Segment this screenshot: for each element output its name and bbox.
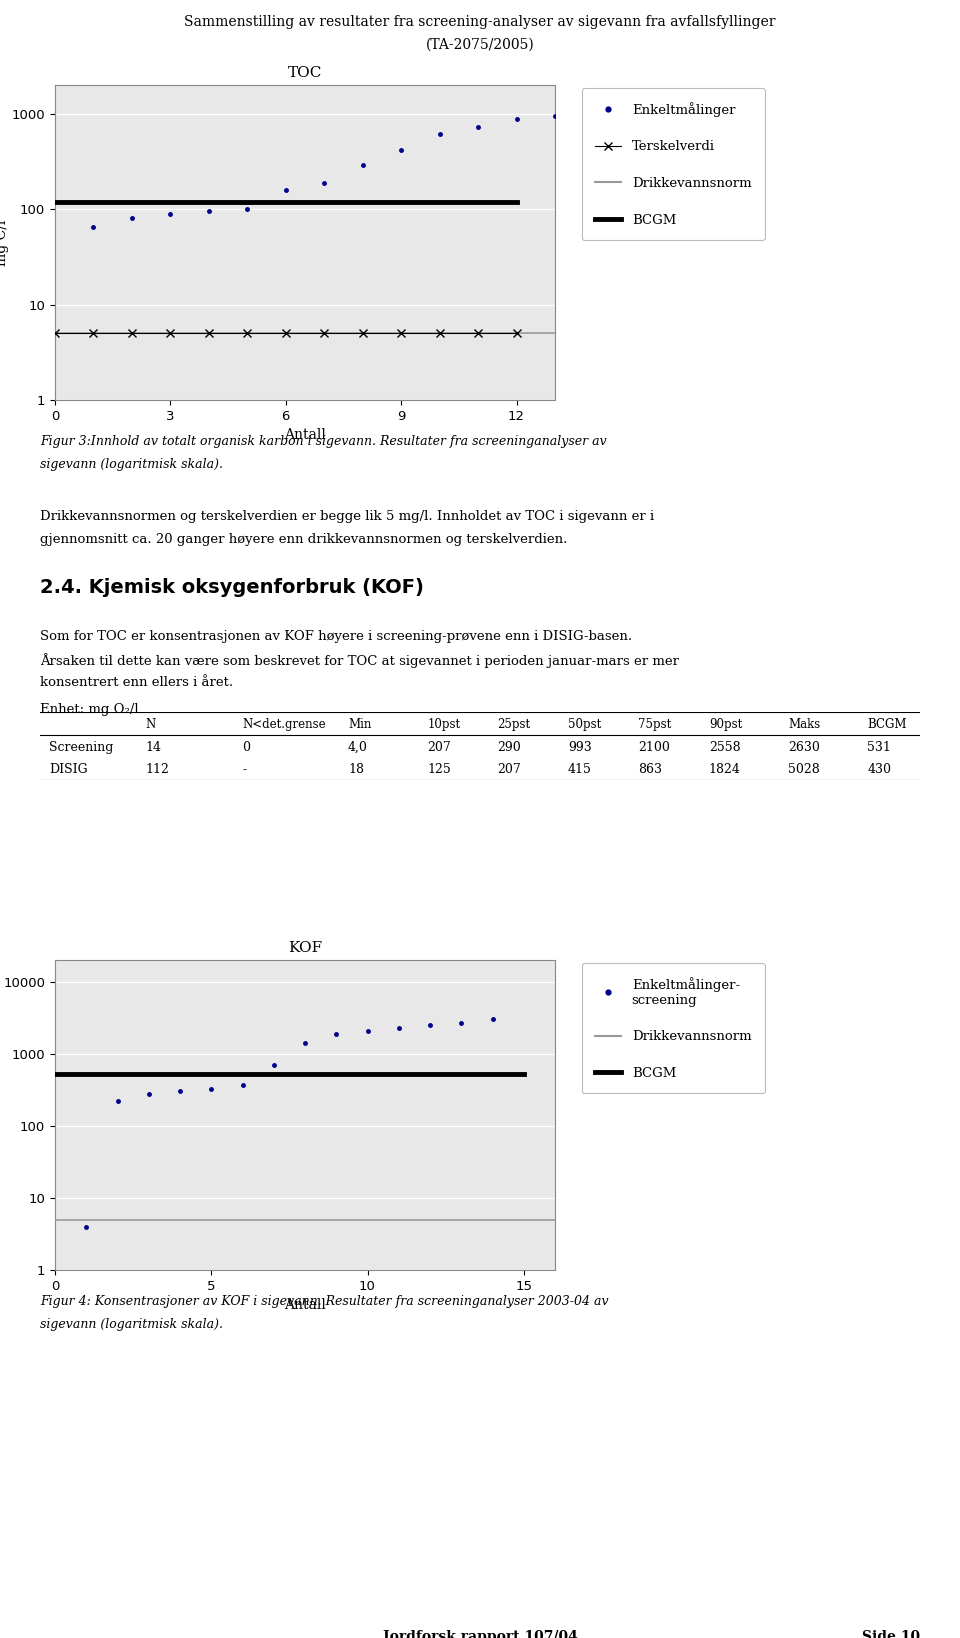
Point [202, 198, 217, 224]
Text: 50pst: 50pst [568, 717, 601, 731]
Text: Enhet: mg O₂/l: Enhet: mg O₂/l [40, 703, 138, 716]
Title: KOF: KOF [288, 940, 322, 955]
Text: DISIG: DISIG [49, 763, 87, 776]
Text: Som for TOC er konsentrasjonen av KOF høyere i screening-prøvene enn i DISIG-bas: Som for TOC er konsentrasjonen av KOF hø… [40, 631, 632, 644]
Point [317, 169, 332, 195]
Text: 430: 430 [867, 763, 891, 776]
Point [240, 197, 255, 223]
Text: 531: 531 [867, 740, 891, 753]
Point [394, 136, 409, 162]
Point [509, 106, 524, 133]
Text: 125: 125 [427, 763, 451, 776]
Point [298, 1030, 313, 1057]
Legend: Enkeltmålinger-
screening, Drikkevannsnorm, BCGM: Enkeltmålinger- screening, Drikkevannsno… [582, 963, 764, 1093]
Point [355, 152, 371, 179]
Point [204, 1076, 219, 1102]
Point [173, 1078, 188, 1104]
Point [485, 1006, 500, 1032]
Text: Maks: Maks [788, 717, 820, 731]
Text: 290: 290 [497, 740, 521, 753]
Point [453, 1009, 468, 1035]
Text: Figur 4: Konsentrasjoner av KOF i sigevann. Resultater fra screeninganalyser 200: Figur 4: Konsentrasjoner av KOF i sigeva… [40, 1296, 609, 1309]
Point [79, 1214, 94, 1240]
Text: konsentrert enn ellers i året.: konsentrert enn ellers i året. [40, 676, 233, 690]
Text: -: - [242, 763, 247, 776]
Text: 415: 415 [568, 763, 592, 776]
Text: Sammenstilling av resultater fra screening-analyser av sigevann fra avfallsfylli: Sammenstilling av resultater fra screeni… [184, 15, 776, 29]
Text: 5028: 5028 [788, 763, 820, 776]
Point [328, 1020, 344, 1047]
Text: 207: 207 [497, 763, 521, 776]
Text: Jordforsk rapport 107/04: Jordforsk rapport 107/04 [383, 1630, 577, 1638]
Text: Min: Min [348, 717, 372, 731]
Text: sigevann (logaritmisk skala).: sigevann (logaritmisk skala). [40, 459, 223, 472]
Text: 2100: 2100 [638, 740, 670, 753]
Point [470, 113, 486, 139]
Point [360, 1017, 375, 1043]
Y-axis label: mg C/l: mg C/l [0, 219, 9, 265]
Text: 14: 14 [146, 740, 161, 753]
Text: Side 10: Side 10 [862, 1630, 920, 1638]
Text: 10pst: 10pst [427, 717, 461, 731]
Text: N: N [146, 717, 156, 731]
Text: 863: 863 [638, 763, 662, 776]
Text: 18: 18 [348, 763, 364, 776]
X-axis label: Antall: Antall [284, 428, 326, 442]
Point [85, 215, 101, 241]
Text: 2.4. Kjemisk oksygenforbruk (KOF): 2.4. Kjemisk oksygenforbruk (KOF) [40, 578, 424, 596]
Point [278, 177, 294, 203]
Text: 25pst: 25pst [497, 717, 531, 731]
Point [391, 1014, 406, 1040]
Text: Screening: Screening [49, 740, 113, 753]
Point [266, 1052, 281, 1078]
X-axis label: Antall: Antall [284, 1299, 326, 1312]
Point [162, 200, 178, 226]
Text: 90pst: 90pst [708, 717, 742, 731]
Title: TOC: TOC [288, 66, 323, 80]
Text: Drikkevannsnormen og terskelverdien er begge lik 5 mg/l. Innholdet av TOC i sige: Drikkevannsnormen og terskelverdien er b… [40, 509, 654, 523]
Text: 2558: 2558 [708, 740, 740, 753]
Text: 112: 112 [146, 763, 170, 776]
Point [141, 1081, 156, 1107]
Text: 4,0: 4,0 [348, 740, 368, 753]
Text: sigevann (logaritmisk skala).: sigevann (logaritmisk skala). [40, 1319, 223, 1332]
Point [547, 103, 563, 129]
Legend: Enkeltmålinger, Terskelverdi, Drikkevannsnorm, BCGM: Enkeltmålinger, Terskelverdi, Drikkevann… [582, 88, 764, 239]
Text: 993: 993 [568, 740, 591, 753]
Text: BCGM: BCGM [867, 717, 906, 731]
Text: Årsaken til dette kan være som beskrevet for TOC at sigevannet i perioden januar: Årsaken til dette kan være som beskrevet… [40, 654, 679, 668]
Text: 207: 207 [427, 740, 451, 753]
Point [124, 205, 139, 231]
Point [109, 1088, 125, 1114]
Text: gjennomsnitt ca. 20 ganger høyere enn drikkevannsnormen og terskelverdien.: gjennomsnitt ca. 20 ganger høyere enn dr… [40, 532, 567, 545]
Text: 1824: 1824 [708, 763, 741, 776]
Text: N<det.grense: N<det.grense [242, 717, 326, 731]
Text: 75pst: 75pst [638, 717, 672, 731]
Text: 2630: 2630 [788, 740, 820, 753]
Text: (TA-2075/2005): (TA-2075/2005) [425, 38, 535, 52]
Point [432, 121, 447, 147]
Point [422, 1012, 438, 1038]
Text: Figur 3:Innhold av totalt organisk karbon i sigevann. Resultater fra screeningan: Figur 3:Innhold av totalt organisk karbo… [40, 436, 607, 449]
Point [235, 1071, 251, 1097]
Text: 0: 0 [242, 740, 251, 753]
